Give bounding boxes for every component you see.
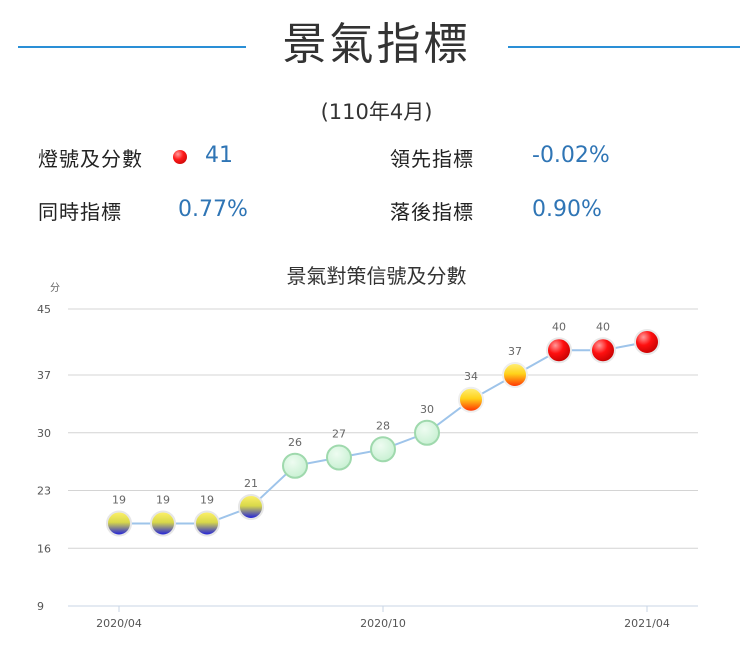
data-point-green bbox=[326, 444, 352, 471]
data-point-yellow-blue bbox=[194, 510, 220, 537]
data-label: 30 bbox=[420, 403, 434, 416]
data-label: 19 bbox=[156, 494, 170, 507]
x-tick-label: 2020/10 bbox=[360, 617, 406, 630]
leading-value: -0.02% bbox=[532, 143, 610, 168]
signal-label: 燈號及分數 bbox=[38, 147, 143, 171]
coincident-value: 0.77% bbox=[178, 197, 248, 222]
red-light-icon bbox=[173, 150, 187, 164]
data-point-yellow-blue bbox=[106, 510, 132, 537]
period-label: (110年4月) bbox=[320, 100, 433, 124]
data-label: 40 bbox=[552, 320, 566, 333]
data-label: 40 bbox=[596, 320, 610, 333]
data-point-yellow-blue bbox=[150, 510, 176, 537]
page-title: 景氣指標 bbox=[282, 19, 471, 70]
data-label: 26 bbox=[288, 436, 302, 449]
data-point-yellow-red bbox=[458, 386, 484, 413]
data-point-yellow-blue bbox=[238, 494, 264, 520]
data-label: 34 bbox=[464, 370, 478, 383]
chart-title: 景氣對策信號及分數 bbox=[286, 264, 467, 288]
x-tick-label: 2021/04 bbox=[624, 617, 670, 630]
title-rule-right bbox=[508, 46, 740, 48]
data-point-red bbox=[590, 337, 616, 364]
data-label: 28 bbox=[376, 419, 390, 432]
data-label: 19 bbox=[112, 494, 126, 507]
data-label: 21 bbox=[244, 477, 258, 490]
y-tick-label: 16 bbox=[37, 542, 51, 555]
data-point-green bbox=[282, 452, 308, 479]
data-point-red bbox=[634, 329, 660, 355]
data-point-red bbox=[546, 337, 572, 364]
data-label: 19 bbox=[200, 494, 214, 507]
data-label: 27 bbox=[332, 428, 346, 441]
data-point-green bbox=[414, 419, 440, 446]
leading-label: 領先指標 bbox=[390, 147, 474, 171]
y-tick-label: 23 bbox=[37, 485, 51, 498]
y-tick-label: 9 bbox=[37, 600, 44, 613]
y-tick-label: 45 bbox=[37, 303, 51, 316]
lagging-value: 0.90% bbox=[532, 197, 602, 222]
x-tick-label: 2020/04 bbox=[96, 617, 142, 630]
y-tick-label: 30 bbox=[37, 427, 51, 440]
data-point-green bbox=[370, 436, 396, 463]
data-point-yellow-red bbox=[502, 362, 528, 388]
coincident-label: 同時指標 bbox=[38, 200, 122, 224]
signal-score: 41 bbox=[205, 143, 233, 168]
lagging-label: 落後指標 bbox=[390, 200, 474, 224]
y-tick-label: 37 bbox=[37, 369, 51, 382]
y-axis-label: 分 bbox=[50, 282, 60, 294]
data-label: 37 bbox=[508, 345, 522, 358]
title-rule-left bbox=[18, 46, 246, 48]
